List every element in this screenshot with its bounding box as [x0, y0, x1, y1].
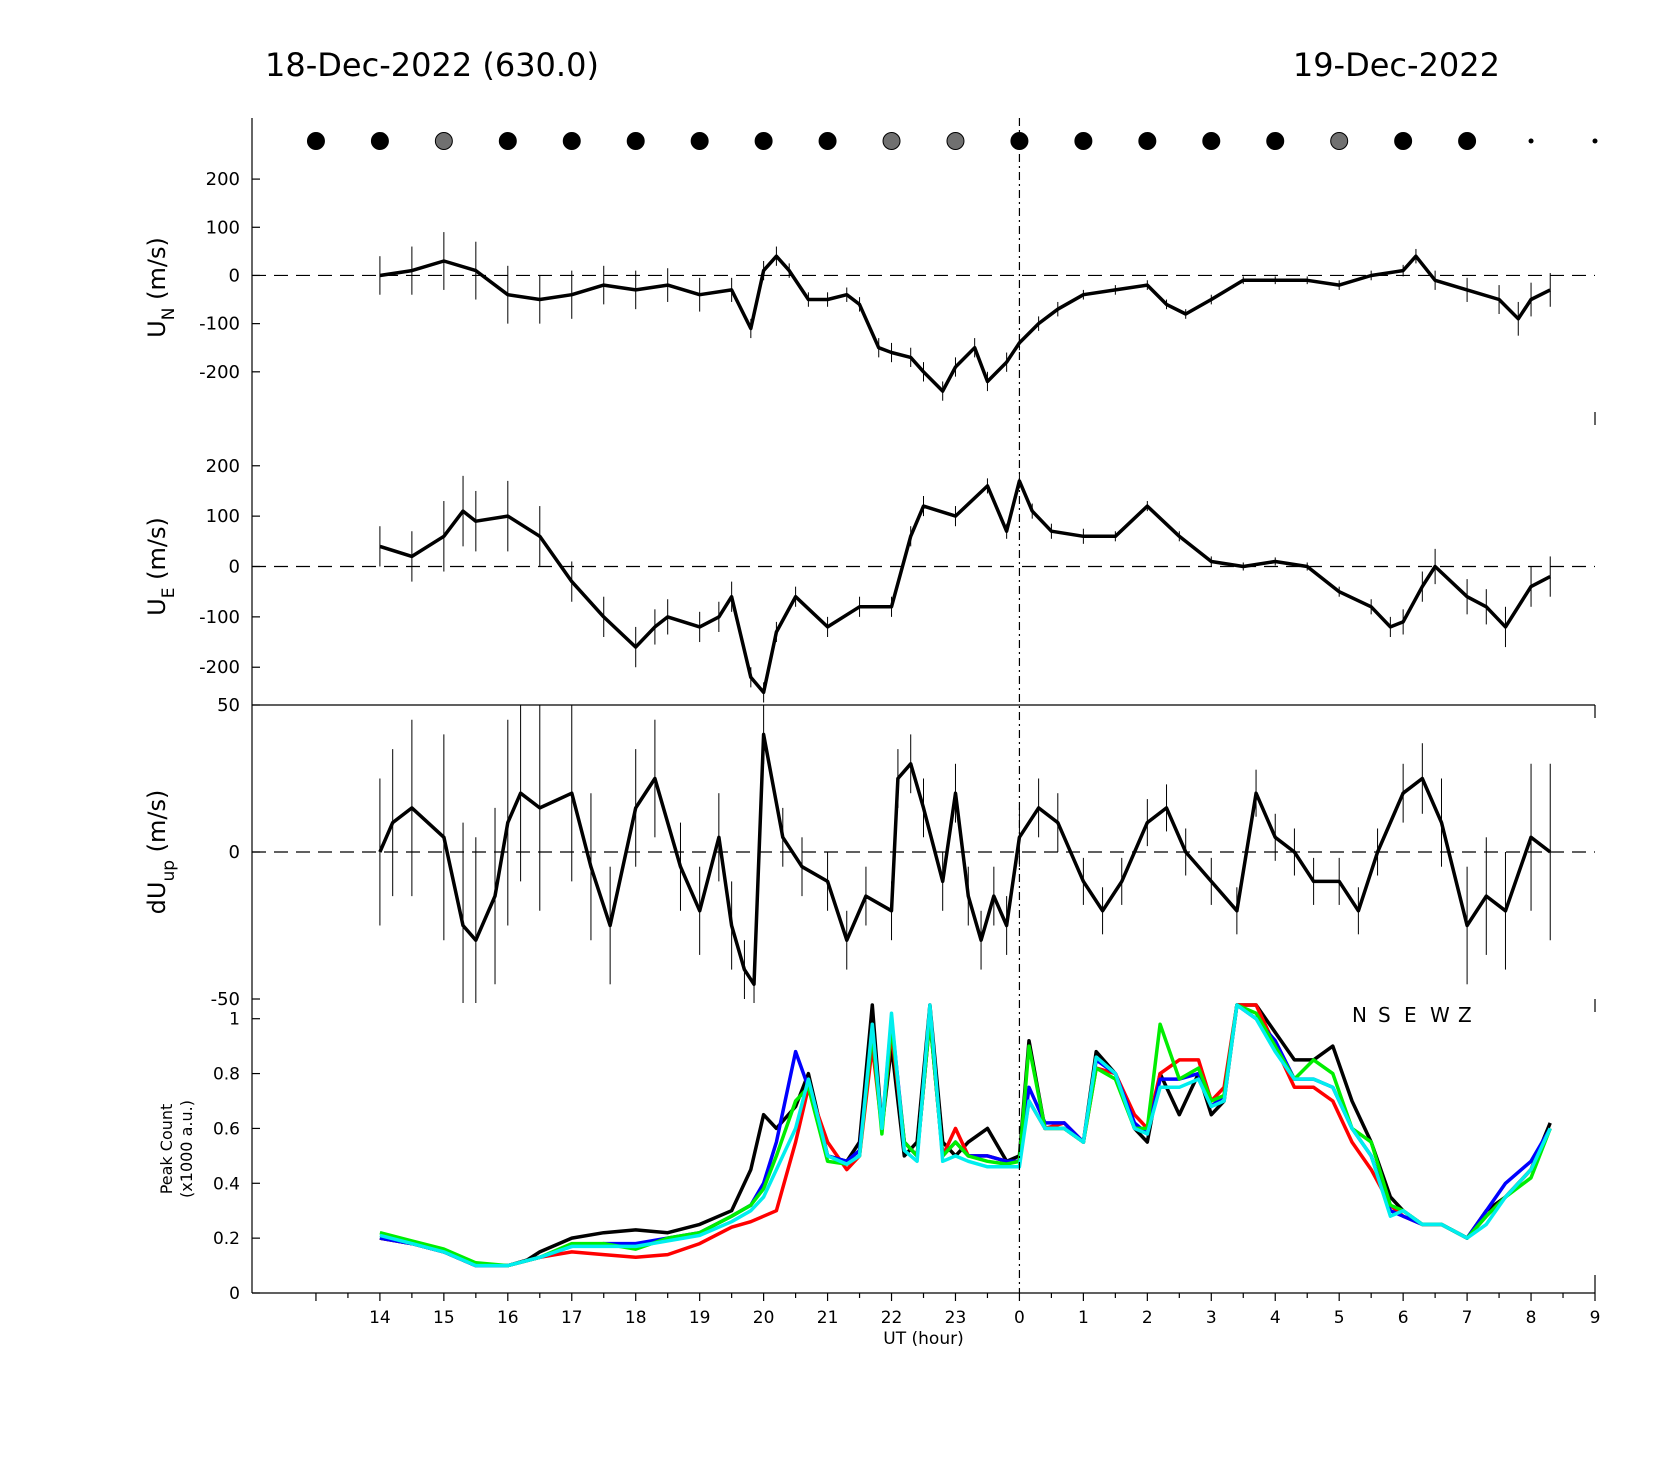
UE-ytick-label-1: 100 [206, 506, 240, 527]
UN-series-line [379, 254, 1551, 393]
UN-ytick-label-1: 100 [206, 217, 240, 238]
peak-ytick-label-0: 1 [229, 1010, 240, 1030]
x-tick-label-6: 20 [753, 1308, 775, 1328]
cloud-marker-12 [1074, 132, 1093, 150]
legend-label-z: Z [1458, 1003, 1472, 1027]
cloud-marker-6 [690, 132, 709, 150]
UN-ylabel: UN (m/s) [143, 237, 179, 338]
x-tick-label-8: 22 [881, 1308, 903, 1328]
cloud-marker-15 [1266, 132, 1285, 150]
cloud-marker-5 [626, 132, 645, 150]
peak-ylabel-unit: (x1000 a.u.) [177, 1100, 196, 1198]
x-tick-label-3: 17 [561, 1308, 583, 1328]
x-tick-label-16: 6 [1398, 1308, 1409, 1328]
UN-ytick-label-4: -200 [199, 362, 240, 383]
x-tick-label-4: 18 [625, 1308, 647, 1328]
x-tick-label-12: 2 [1142, 1308, 1153, 1328]
UE-series-line [379, 479, 1552, 695]
x-tick-label-0: 14 [369, 1308, 391, 1328]
panel-north-wind: 200 100 0 -100 -200 UN (m/s) [143, 169, 1595, 401]
legend-label-s: S [1378, 1003, 1391, 1027]
panel-east-wind: 200 100 0 -100 -200 UE (m/s) [143, 456, 1595, 703]
cloud-marker-9 [882, 132, 901, 150]
cloud-marker-13 [1138, 132, 1157, 150]
cloud-marker-4 [562, 132, 581, 150]
peak-ytick-label-5: 0 [229, 1284, 240, 1304]
cloud-marker-16 [1330, 132, 1349, 150]
cloud-marker-18 [1458, 132, 1477, 150]
UE-ytick-label-2: 0 [229, 557, 240, 578]
cloud-marker-14 [1202, 132, 1221, 150]
cloud-indicator-row [306, 132, 1598, 150]
right-date-title: 19-Dec-2022 [1293, 46, 1500, 84]
x-tick-label-1: 15 [433, 1308, 455, 1328]
UE-ylabel: UE (m/s) [143, 517, 179, 616]
UN-ytick-label-0: 200 [206, 169, 240, 190]
peak-ytick-label-1: 0.8 [213, 1065, 240, 1085]
x-tick-label-15: 5 [1334, 1308, 1345, 1328]
x-tick-label-19: 9 [1590, 1308, 1601, 1328]
cloud-marker-10 [946, 132, 965, 150]
cloud-marker-8 [818, 132, 837, 150]
cloud-marker-1 [370, 132, 389, 150]
x-tick-label-10: 0 [1014, 1308, 1025, 1328]
x-tick-label-7: 21 [817, 1308, 839, 1328]
cloud-marker-17 [1394, 132, 1413, 150]
dUup-series-line [378, 732, 1552, 987]
cloud-dot-19 [1528, 138, 1534, 144]
x-axis: 14 15 16 17 18 19 20 21 22 23 0 1 2 3 4 5 6 7 8 9UT (hour) [252, 1292, 1601, 1349]
legend-label-w: W [1430, 1003, 1450, 1027]
legend-label-e: E [1404, 1003, 1417, 1027]
dUup-ytick-label-0: 50 [217, 695, 240, 716]
x-axis-label: UT (hour) [883, 1329, 963, 1349]
cloud-dot-20 [1592, 138, 1598, 144]
x-tick-label-5: 19 [689, 1308, 711, 1328]
dUup-ytick-label-2: -50 [211, 989, 240, 1010]
UE-ytick-label-0: 200 [206, 456, 240, 477]
x-tick-label-9: 23 [945, 1308, 967, 1328]
panel-peak-count: 1 0.8 0.6 0.4 0.2 0 Peak Count (x1000 a.u.) [157, 1003, 1552, 1304]
peak-series-z [379, 1003, 1552, 1268]
peak-ytick-label-3: 0.4 [213, 1174, 240, 1194]
x-tick-label-17: 7 [1462, 1308, 1473, 1328]
x-tick-label-13: 3 [1206, 1308, 1217, 1328]
dUup-ylabel: dUup (m/s) [143, 790, 179, 915]
UE-ytick-label-3: -100 [199, 607, 240, 628]
x-tick-label-2: 16 [497, 1308, 519, 1328]
cloud-marker-7 [754, 132, 773, 150]
legend-label-n: N [1352, 1003, 1367, 1027]
x-tick-label-11: 1 [1078, 1308, 1089, 1328]
UE-ytick-label-4: -200 [199, 657, 240, 678]
UN-ytick-label-3: -100 [199, 314, 240, 335]
peak-ytick-label-2: 0.6 [213, 1119, 240, 1139]
legend: N S E W Z [1352, 1003, 1472, 1027]
cloud-marker-2 [434, 132, 453, 150]
cloud-marker-0 [306, 132, 325, 150]
panel-vertical-wind: 50 0 -50 dUup (m/s) [143, 695, 1595, 1010]
peak-ylabel: Peak Count [157, 1104, 176, 1195]
UN-ytick-label-2: 0 [229, 265, 240, 286]
left-date-title: 18-Dec-2022 (630.0) [265, 46, 599, 84]
peak-ytick-label-4: 0.2 [213, 1229, 240, 1249]
cloud-marker-3 [498, 132, 517, 150]
x-tick-label-18: 8 [1526, 1308, 1537, 1328]
x-tick-label-14: 4 [1270, 1308, 1281, 1328]
dUup-ytick-label-1: 0 [229, 842, 240, 863]
